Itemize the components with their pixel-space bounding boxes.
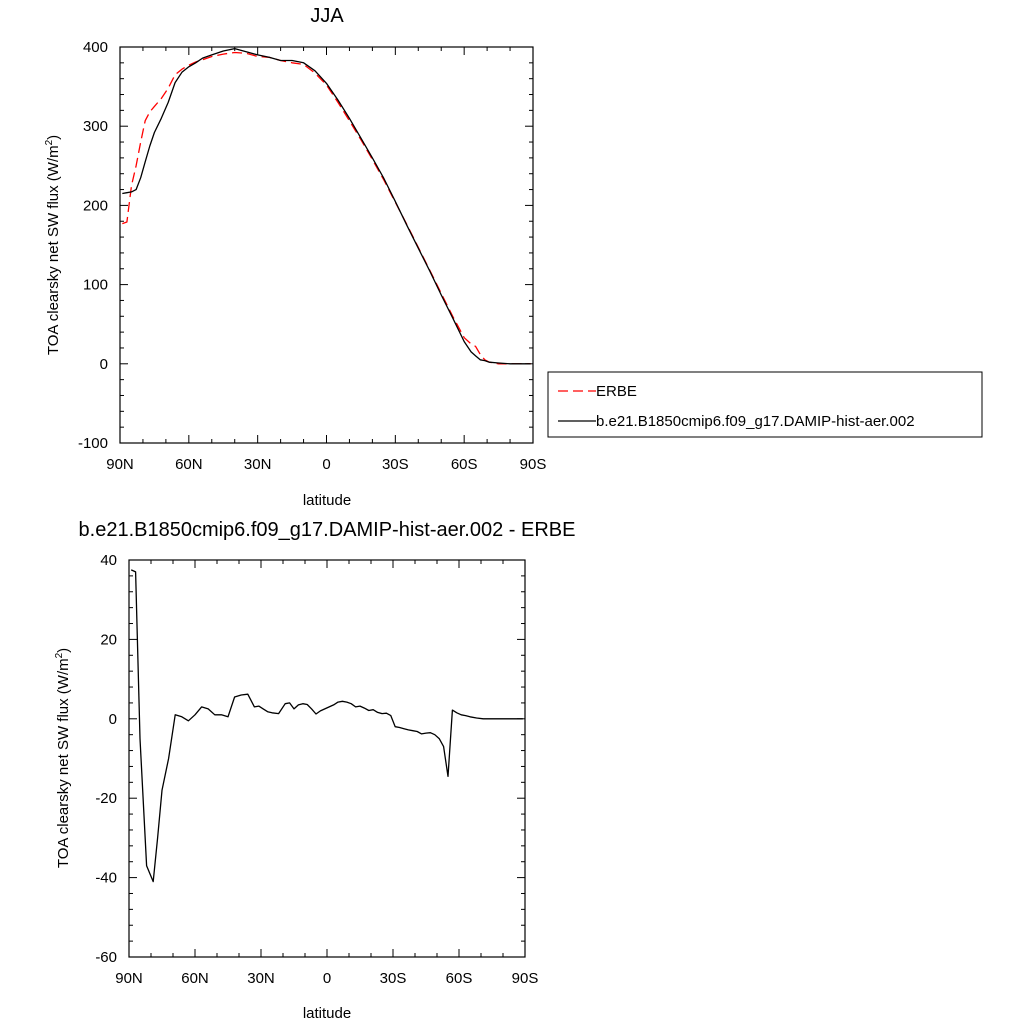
top-ytick-label: 0 bbox=[100, 356, 108, 373]
top-xtick-label: 60N bbox=[175, 456, 203, 473]
bottom-ytick-label: 0 bbox=[109, 711, 117, 728]
top-ytick-label: 100 bbox=[83, 277, 108, 294]
bottom-x-axis-label: latitude bbox=[303, 1005, 351, 1022]
top-xtick-label: 30S bbox=[382, 456, 409, 473]
bottom-chart-panel: b.e21.B1850cmip6.f09_g17.DAMIP-hist-aer.… bbox=[54, 519, 575, 1022]
bottom-xtick-label: 90S bbox=[512, 970, 539, 987]
top-chart-legend: ERBE b.e21.B1850cmip6.f09_g17.DAMIP-hist-… bbox=[547, 371, 983, 438]
bottom-xtick-label: 30N bbox=[247, 970, 275, 987]
bottom-xtick-label: 0 bbox=[323, 970, 331, 987]
legend-label-erbe: ERBE bbox=[596, 383, 637, 400]
bottom-ytick-label: 40 bbox=[100, 552, 117, 569]
bottom-ytick-label: 20 bbox=[100, 631, 117, 648]
bottom-ytick-label: -60 bbox=[95, 949, 117, 966]
top-ytick-label: -100 bbox=[78, 435, 108, 452]
top-xtick-label: 30N bbox=[244, 456, 272, 473]
top-ytick-label: 200 bbox=[83, 197, 108, 214]
legend-label-model: b.e21.B1850cmip6.f09_g17.DAMIP-hist-aer.… bbox=[596, 413, 915, 430]
bottom-xtick-label: 60N bbox=[181, 970, 209, 987]
bottom-ytick-label: -20 bbox=[95, 790, 117, 807]
bottom-plot-frame bbox=[128, 559, 526, 958]
top-xtick-label: 60S bbox=[451, 456, 478, 473]
top-series-line-model bbox=[122, 47, 531, 365]
top-xtick-label: 90S bbox=[520, 456, 547, 473]
legend-box bbox=[547, 371, 983, 438]
bottom-chart-title: b.e21.B1850cmip6.f09_g17.DAMIP-hist-aer.… bbox=[79, 519, 576, 541]
top-y-axis-label: TOA clearsky net SW flux (W/m2) bbox=[44, 135, 62, 355]
top-chart-panel: JJA -100 0 100 200 300 400 90N 60N 30N 0 30S 60S 90S… bbox=[44, 5, 983, 509]
bottom-plot-area: -60 -40 -20 0 20 40 90N 60N 30N 0 30S 60S 90S bbox=[95, 552, 538, 987]
top-ytick-label: 300 bbox=[83, 118, 108, 135]
top-series-line-erbe bbox=[122, 51, 531, 365]
top-xtick-label: 0 bbox=[322, 456, 330, 473]
top-xtick-label: 90N bbox=[106, 456, 134, 473]
top-plot-area: -100 0 100 200 300 400 90N 60N 30N 0 30S 60S 90S bbox=[78, 39, 546, 473]
top-x-axis-label: latitude bbox=[303, 492, 351, 509]
bottom-series-line-model bbox=[130, 569, 523, 883]
top-ytick-label: 400 bbox=[83, 39, 108, 56]
bottom-xtick-label: 60S bbox=[446, 970, 473, 987]
top-plot-frame bbox=[119, 46, 534, 444]
bottom-xtick-label: 30S bbox=[380, 970, 407, 987]
bottom-y-axis-label: TOA clearsky net SW flux (W/m2) bbox=[54, 648, 72, 868]
top-chart-title: JJA bbox=[310, 5, 344, 27]
bottom-ytick-label: -40 bbox=[95, 870, 117, 887]
bottom-xtick-label: 90N bbox=[115, 970, 143, 987]
